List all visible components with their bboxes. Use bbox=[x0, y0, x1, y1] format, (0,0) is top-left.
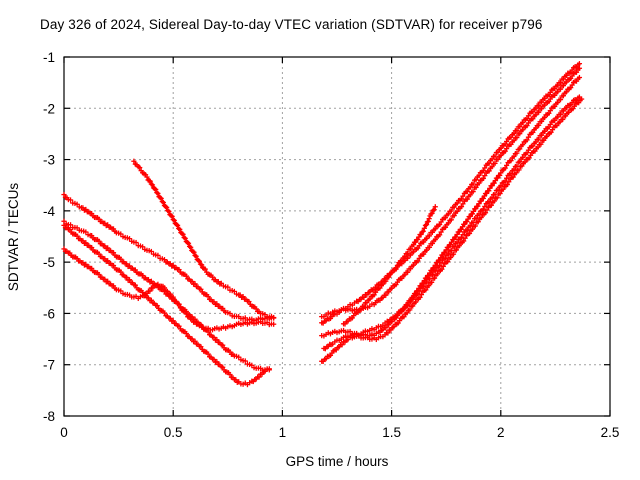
y-tick-label: -8 bbox=[43, 409, 55, 424]
x-tick-label: 0 bbox=[60, 425, 68, 440]
y-tick-label: -2 bbox=[43, 101, 55, 116]
x-tick-label: 2 bbox=[497, 425, 505, 440]
x-tick-label: 0.5 bbox=[164, 425, 183, 440]
x-tick-label: 1.5 bbox=[382, 425, 401, 440]
y-axis-title: SDTVAR / TECUs bbox=[6, 183, 21, 292]
tick-marks bbox=[63, 56, 611, 417]
data-markers bbox=[61, 61, 585, 388]
y-tick-label: -6 bbox=[43, 306, 55, 321]
page-title: Day 326 of 2024, Sidereal Day-to-day VTE… bbox=[40, 17, 543, 32]
y-axis-tick-labels: -1 -2 -3 -4 -5 -6 -7 -8 bbox=[43, 50, 55, 424]
y-tick-label: -5 bbox=[43, 255, 55, 270]
x-axis-tick-labels: 0 0.5 1 1.5 2 2.5 bbox=[60, 425, 619, 440]
x-tick-label: 1 bbox=[279, 425, 287, 440]
gridlines bbox=[64, 57, 610, 416]
y-tick-label: -1 bbox=[43, 50, 55, 65]
x-axis-title: GPS time / hours bbox=[286, 454, 389, 469]
x-tick-label: 2.5 bbox=[601, 425, 620, 440]
y-tick-label: -4 bbox=[43, 204, 55, 219]
y-tick-label: -7 bbox=[43, 358, 55, 373]
y-tick-label: -3 bbox=[43, 153, 55, 168]
plot-frame bbox=[63, 56, 611, 417]
